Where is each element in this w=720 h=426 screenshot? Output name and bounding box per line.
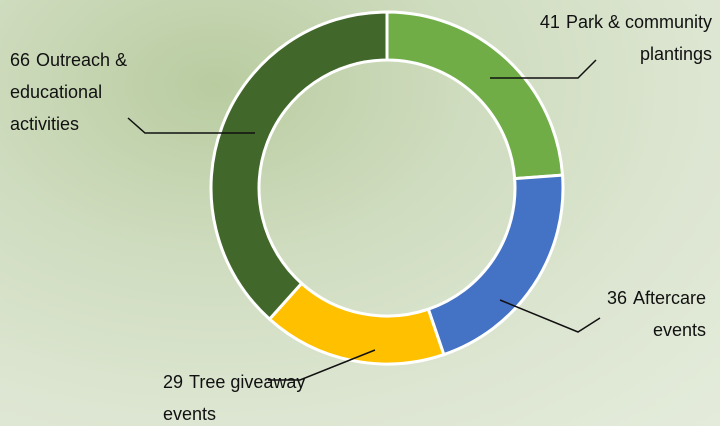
value-label: 29 xyxy=(163,372,183,392)
category-label: Aftercare events xyxy=(633,288,706,340)
data-label: 36 Aftercare events xyxy=(576,282,706,346)
chart: 41 Park & community plantings 36 Aftercare… xyxy=(0,0,720,426)
data-label: 41 Park & community plantings xyxy=(512,6,712,70)
value-label: 36 xyxy=(607,288,627,308)
value-label: 41 xyxy=(540,12,560,32)
donut-segment xyxy=(211,12,387,319)
category-label: Park & community plantings xyxy=(566,12,712,64)
donut-segment xyxy=(270,283,444,364)
value-label: 66 xyxy=(10,50,30,70)
donut-segment xyxy=(428,175,563,354)
category-label: Tree giveaway events xyxy=(163,372,305,424)
